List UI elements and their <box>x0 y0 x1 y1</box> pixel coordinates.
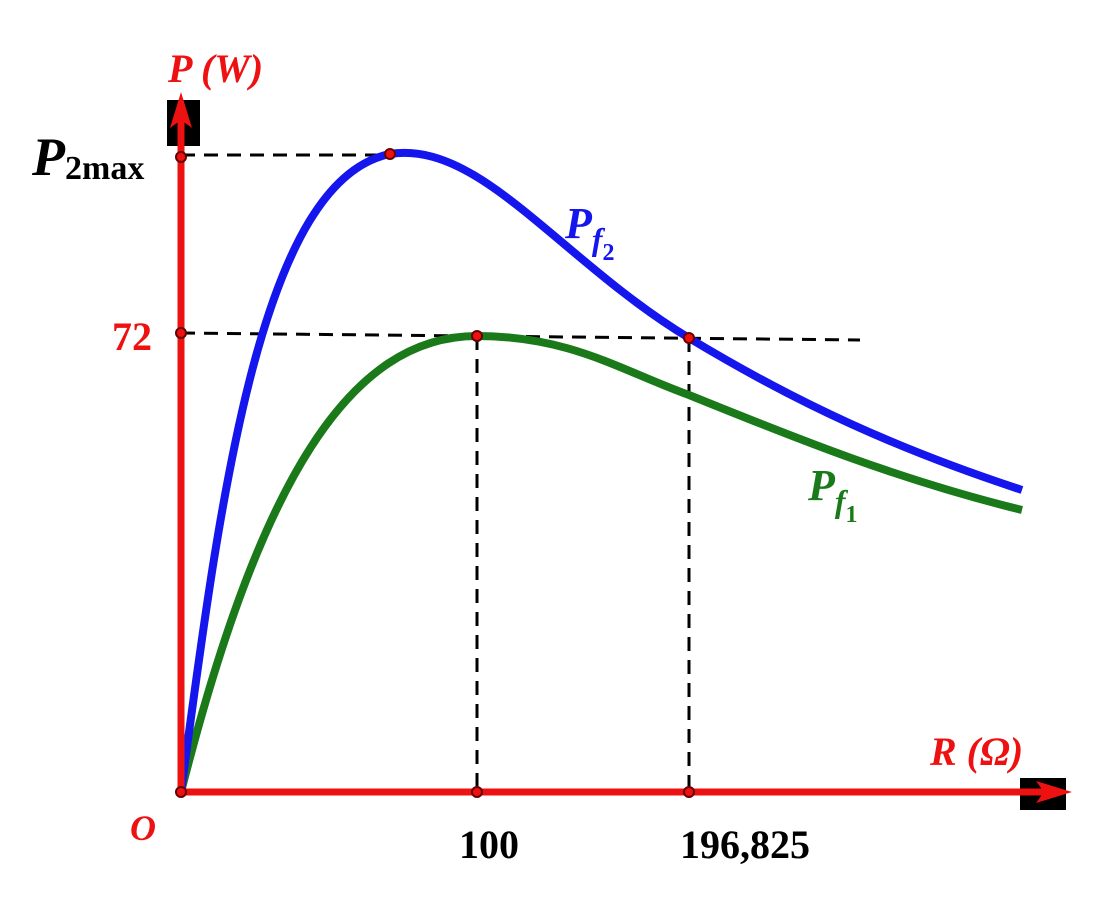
point <box>683 786 695 798</box>
sub: f <box>835 483 849 519</box>
y-axis-label: P (W) <box>167 46 263 91</box>
point <box>384 148 396 160</box>
curve-label-f1: Pf1 <box>807 461 858 528</box>
main: P <box>807 461 836 510</box>
guide-line <box>180 331 861 342</box>
point <box>471 330 483 342</box>
curve-f2 <box>177 148 1024 793</box>
main: P <box>31 127 66 187</box>
p2max-label: P2max <box>31 127 144 187</box>
point <box>471 786 483 798</box>
main: P <box>564 199 593 248</box>
origin-label: O <box>130 808 156 848</box>
point <box>175 786 187 798</box>
points <box>175 148 695 798</box>
y-value-label: 72 <box>112 314 152 359</box>
point <box>175 327 187 339</box>
point <box>683 332 695 344</box>
sub: f <box>592 221 606 257</box>
x-axis-label: R (Ω) <box>929 729 1023 774</box>
x-value-label: 100 <box>459 822 519 867</box>
x-value-label: 196,825 <box>680 822 810 867</box>
y-arrow <box>170 92 192 128</box>
x-arrow <box>1036 781 1072 803</box>
curve-f1 <box>177 331 1023 793</box>
curve-label-f2: Pf2 <box>564 199 615 266</box>
point <box>175 151 187 163</box>
sub: 2max <box>65 150 144 187</box>
subsub: 1 <box>846 502 858 528</box>
subsub: 2 <box>603 240 615 266</box>
